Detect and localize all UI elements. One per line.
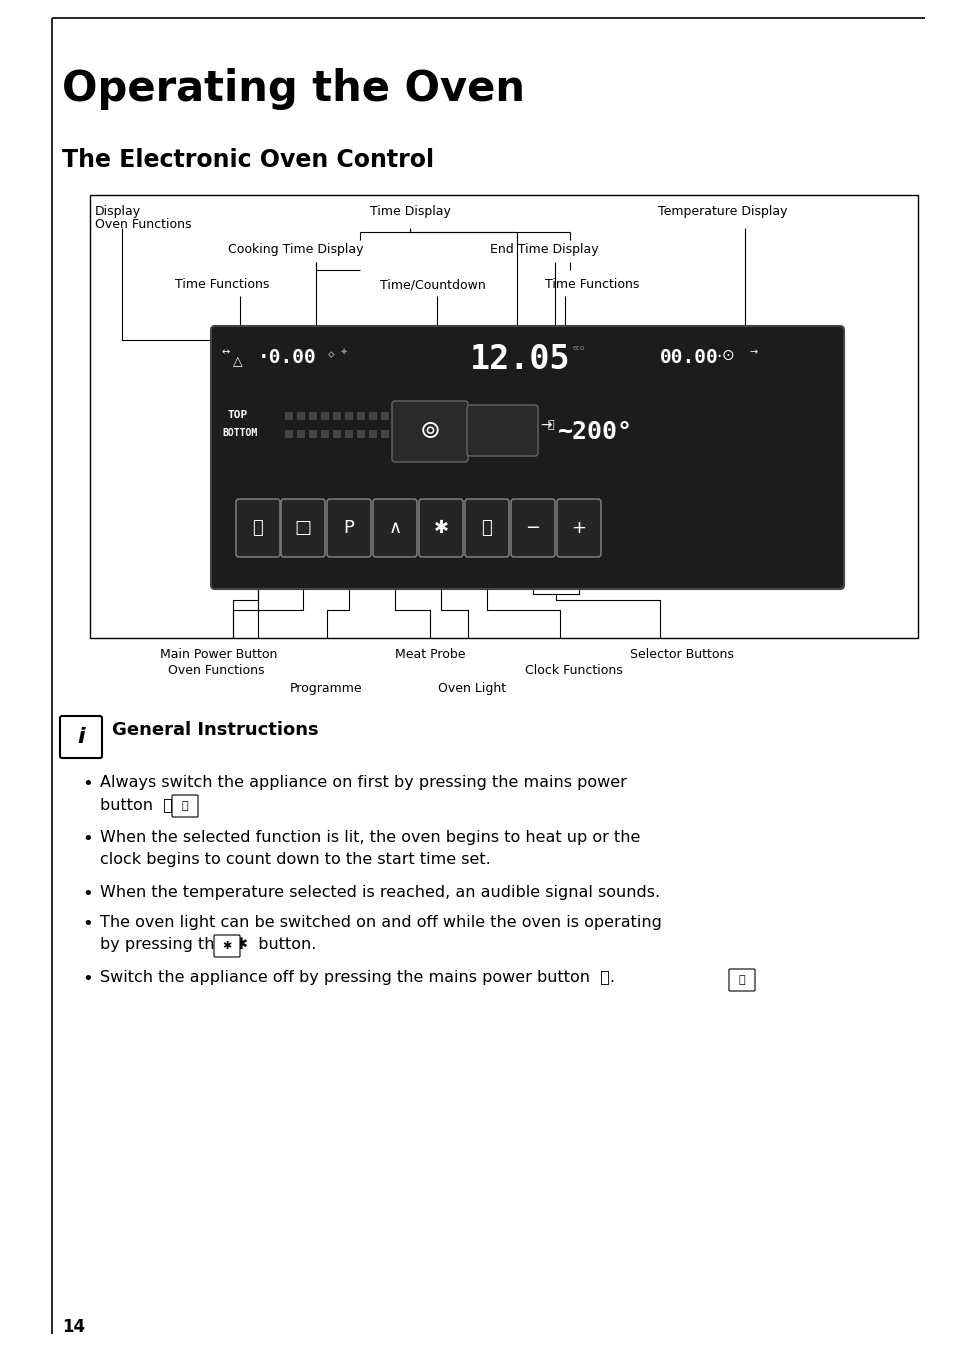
Text: End Time Display: End Time Display xyxy=(490,243,598,256)
Text: When the selected function is lit, the oven begins to heat up or the: When the selected function is lit, the o… xyxy=(100,830,639,845)
Text: □: □ xyxy=(294,519,312,537)
Text: Cooking Time Display: Cooking Time Display xyxy=(228,243,363,256)
Text: The Electronic Oven Control: The Electronic Oven Control xyxy=(62,147,434,172)
Text: by pressing the  ✱  button.: by pressing the ✱ button. xyxy=(100,937,316,952)
Text: •: • xyxy=(83,830,93,848)
FancyBboxPatch shape xyxy=(281,499,325,557)
Text: P: P xyxy=(343,519,355,537)
FancyBboxPatch shape xyxy=(418,499,462,557)
Text: The oven light can be switched on and off while the oven is operating: The oven light can be switched on and of… xyxy=(100,915,661,930)
Text: ⏻: ⏻ xyxy=(481,519,492,537)
Text: 🌡: 🌡 xyxy=(547,420,554,430)
Text: 14: 14 xyxy=(62,1318,85,1336)
Text: Meat Probe: Meat Probe xyxy=(395,648,465,661)
FancyBboxPatch shape xyxy=(235,499,280,557)
Text: When the temperature selected is reached, an audible signal sounds.: When the temperature selected is reached… xyxy=(100,886,659,900)
Text: Always switch the appliance on first by pressing the mains power: Always switch the appliance on first by … xyxy=(100,775,626,790)
Bar xyxy=(369,412,376,420)
Text: →: → xyxy=(749,347,758,357)
Text: eco: eco xyxy=(573,345,585,352)
Bar xyxy=(320,430,329,438)
Bar xyxy=(296,430,305,438)
FancyBboxPatch shape xyxy=(327,499,371,557)
Text: ⓞ: ⓞ xyxy=(738,975,744,986)
Text: 00.00: 00.00 xyxy=(659,347,718,366)
Text: Temperature Display: Temperature Display xyxy=(658,206,786,218)
Text: 12.05: 12.05 xyxy=(469,343,570,376)
Bar xyxy=(345,430,353,438)
Text: ⓞ: ⓞ xyxy=(253,519,263,537)
Bar xyxy=(356,430,365,438)
Text: •: • xyxy=(83,775,93,794)
Text: Clock Functions: Clock Functions xyxy=(524,664,622,677)
Text: Programme: Programme xyxy=(290,681,362,695)
Bar xyxy=(333,430,340,438)
Bar xyxy=(369,430,376,438)
Text: •: • xyxy=(83,915,93,933)
Text: ✱: ✱ xyxy=(433,519,448,537)
Text: Selector Buttons: Selector Buttons xyxy=(629,648,733,661)
Text: ·0.00: ·0.00 xyxy=(257,347,316,366)
FancyBboxPatch shape xyxy=(211,326,843,589)
Text: Main Power Button: Main Power Button xyxy=(160,648,277,661)
Text: ⊙: ⊙ xyxy=(721,347,734,362)
Text: ⊚: ⊚ xyxy=(419,419,440,443)
Text: Time Functions: Time Functions xyxy=(544,279,639,291)
Text: Time/Countdown: Time/Countdown xyxy=(379,279,485,291)
Text: ✱: ✱ xyxy=(222,941,232,950)
Text: Oven Functions: Oven Functions xyxy=(95,218,192,231)
Text: •: • xyxy=(83,886,93,903)
Text: ·: · xyxy=(716,347,720,366)
FancyBboxPatch shape xyxy=(557,499,600,557)
Bar xyxy=(285,430,293,438)
FancyBboxPatch shape xyxy=(464,499,509,557)
Bar xyxy=(296,412,305,420)
Bar xyxy=(90,195,917,638)
Text: •: • xyxy=(83,969,93,988)
Text: i: i xyxy=(77,727,85,748)
Text: △: △ xyxy=(233,356,242,368)
Bar xyxy=(356,412,365,420)
Text: Time Display: Time Display xyxy=(370,206,451,218)
Text: BOTTOM: BOTTOM xyxy=(222,429,257,438)
Bar xyxy=(345,412,353,420)
FancyBboxPatch shape xyxy=(728,969,754,991)
Bar xyxy=(309,430,316,438)
Bar xyxy=(380,430,389,438)
FancyBboxPatch shape xyxy=(172,795,198,817)
Bar xyxy=(309,412,316,420)
Text: ✦: ✦ xyxy=(339,347,348,358)
Bar xyxy=(333,412,340,420)
Text: ⋄: ⋄ xyxy=(326,347,335,362)
Text: −: − xyxy=(525,519,540,537)
Text: Time Functions: Time Functions xyxy=(174,279,269,291)
Bar xyxy=(380,412,389,420)
FancyBboxPatch shape xyxy=(60,717,102,758)
FancyBboxPatch shape xyxy=(373,499,416,557)
Text: TOP: TOP xyxy=(228,410,248,420)
Text: button  ⓞ.: button ⓞ. xyxy=(100,796,178,813)
Text: Oven Functions: Oven Functions xyxy=(168,664,264,677)
FancyBboxPatch shape xyxy=(511,499,555,557)
FancyBboxPatch shape xyxy=(467,406,537,456)
Text: Switch the appliance off by pressing the mains power button  ⓞ.: Switch the appliance off by pressing the… xyxy=(100,969,615,986)
FancyBboxPatch shape xyxy=(392,402,468,462)
Text: +: + xyxy=(571,519,586,537)
Text: Oven Light: Oven Light xyxy=(437,681,506,695)
Text: →: → xyxy=(539,418,551,433)
Bar xyxy=(285,412,293,420)
Text: clock begins to count down to the start time set.: clock begins to count down to the start … xyxy=(100,852,490,867)
Text: ↔: ↔ xyxy=(222,347,230,357)
FancyBboxPatch shape xyxy=(213,936,240,957)
Text: Display: Display xyxy=(95,206,141,218)
Text: General Instructions: General Instructions xyxy=(112,721,318,740)
Bar xyxy=(320,412,329,420)
Text: ⓞ: ⓞ xyxy=(181,800,188,811)
Text: ~200°: ~200° xyxy=(558,420,633,443)
Text: ∧: ∧ xyxy=(388,519,401,537)
Text: Operating the Oven: Operating the Oven xyxy=(62,68,524,110)
